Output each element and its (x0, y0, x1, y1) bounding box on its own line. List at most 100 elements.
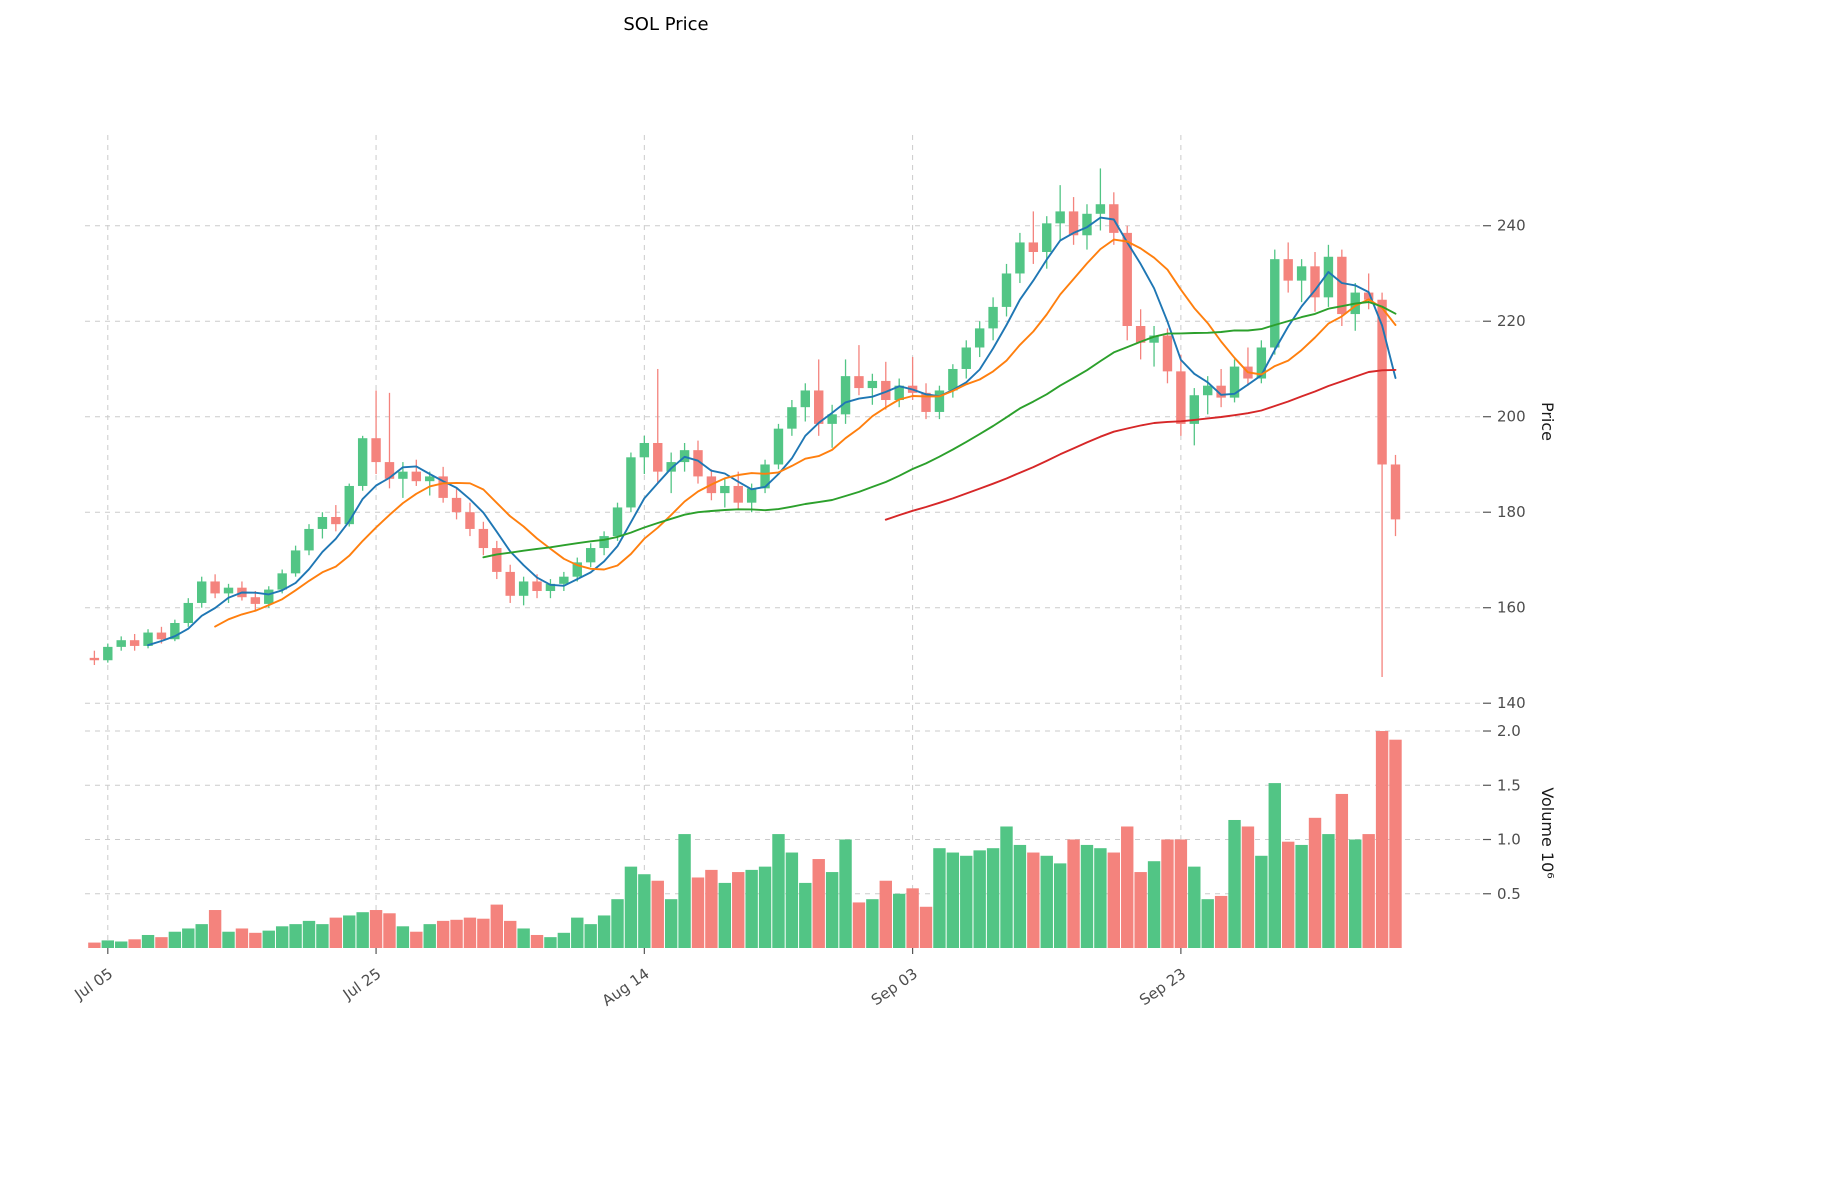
volume-bar (463, 917, 477, 948)
candle-body (653, 442, 663, 472)
volume-bar (101, 940, 115, 948)
volume-bar (1040, 855, 1053, 948)
volume-bar (1335, 793, 1349, 948)
volume-bar (490, 904, 503, 948)
candle-body (505, 571, 515, 596)
volume-bar (986, 848, 1000, 948)
candle-body (1149, 335, 1159, 343)
candle-body (773, 428, 784, 465)
volume-bar (128, 939, 141, 948)
candle-body (1001, 273, 1012, 307)
x-tick-label: Jul 25 (339, 965, 385, 1004)
candle-body (626, 457, 636, 508)
candle-body (250, 597, 261, 604)
candle-body (787, 407, 797, 429)
candle-body (451, 497, 462, 513)
volume-bar (879, 880, 892, 948)
candle-body (196, 581, 207, 603)
volume-bar (1094, 848, 1107, 948)
volume-bar (1188, 866, 1201, 948)
candle-body (344, 485, 354, 525)
candle-body (948, 368, 958, 391)
volume-bar (1322, 834, 1335, 948)
volume-bar (664, 899, 678, 948)
candle-body (384, 462, 395, 479)
price-tick-label: 240 (1497, 217, 1526, 235)
volume-bar (1107, 852, 1121, 948)
candle-body (1176, 371, 1186, 424)
volume-bar (638, 874, 651, 948)
candle-body (1310, 266, 1320, 298)
volume-bar (571, 917, 584, 948)
candle-body (760, 464, 770, 489)
candle-body (411, 471, 422, 482)
volume-bar (1147, 861, 1161, 948)
candle-body (492, 548, 502, 572)
candle-body (518, 581, 529, 596)
candle-body (545, 583, 556, 592)
candle-body (357, 438, 368, 486)
candle-body (639, 442, 650, 458)
volume-bar (960, 855, 973, 948)
candle-body (290, 550, 301, 574)
volume-bar (839, 839, 852, 948)
volume-bar (732, 872, 745, 948)
volume-bar (343, 915, 356, 948)
candle-body (1055, 211, 1065, 224)
x-tick-label: Jul 05 (71, 965, 117, 1004)
candle-body (1256, 347, 1267, 379)
volume-tick-label: 0.5 (1497, 885, 1521, 903)
candle-body (1337, 256, 1347, 315)
volume-bar (772, 834, 785, 948)
volume-bar (812, 859, 825, 948)
candle-body (1323, 256, 1334, 298)
volume-bar (1241, 826, 1255, 948)
volume-tick-label: 1.0 (1497, 831, 1521, 849)
volume-bar (1067, 839, 1080, 948)
volume-bar (182, 928, 195, 948)
volume-bar (423, 924, 436, 948)
volume-bar (718, 882, 732, 948)
volume-bar (356, 912, 369, 948)
volume-bar (852, 902, 866, 948)
volume-bar (1255, 855, 1268, 948)
volume-bar (141, 934, 155, 948)
x-tick-label: Sep 23 (1136, 965, 1189, 1010)
volume-bar (785, 852, 799, 948)
candle-body (827, 414, 837, 424)
candle-body (1095, 204, 1106, 214)
candle-body (1189, 395, 1199, 424)
candle-body (277, 573, 287, 590)
volume-bar (477, 918, 490, 948)
candle-body (585, 548, 596, 563)
volume-bar (678, 834, 691, 948)
volume-tick-label: 1.5 (1497, 776, 1521, 794)
candle-body (961, 347, 971, 369)
candle-body (1068, 211, 1079, 236)
volume-bar (933, 848, 946, 948)
ma-line-ma10 (214, 238, 1397, 628)
volume-bar (396, 926, 410, 948)
candle-body (1377, 299, 1387, 465)
candle-body (210, 581, 220, 594)
volume-bar (1121, 826, 1134, 948)
price-tick-label: 180 (1497, 503, 1526, 521)
volume-bar (155, 937, 168, 948)
candle-body (103, 646, 113, 661)
volume-bar (1268, 783, 1281, 948)
candle-body (331, 517, 341, 525)
candle-body (733, 485, 743, 503)
volume-bar (825, 872, 839, 948)
volume-bar (262, 930, 275, 948)
volume-bar (369, 910, 383, 948)
volume-bar (168, 931, 182, 948)
candle-body (934, 390, 945, 412)
volume-bar (1080, 844, 1094, 948)
volume-bar (691, 877, 705, 948)
volume-bar (235, 928, 249, 948)
volume-bar (450, 919, 463, 948)
candle-body (89, 657, 100, 661)
candle-body (1122, 232, 1132, 326)
volume-bar (651, 880, 664, 948)
